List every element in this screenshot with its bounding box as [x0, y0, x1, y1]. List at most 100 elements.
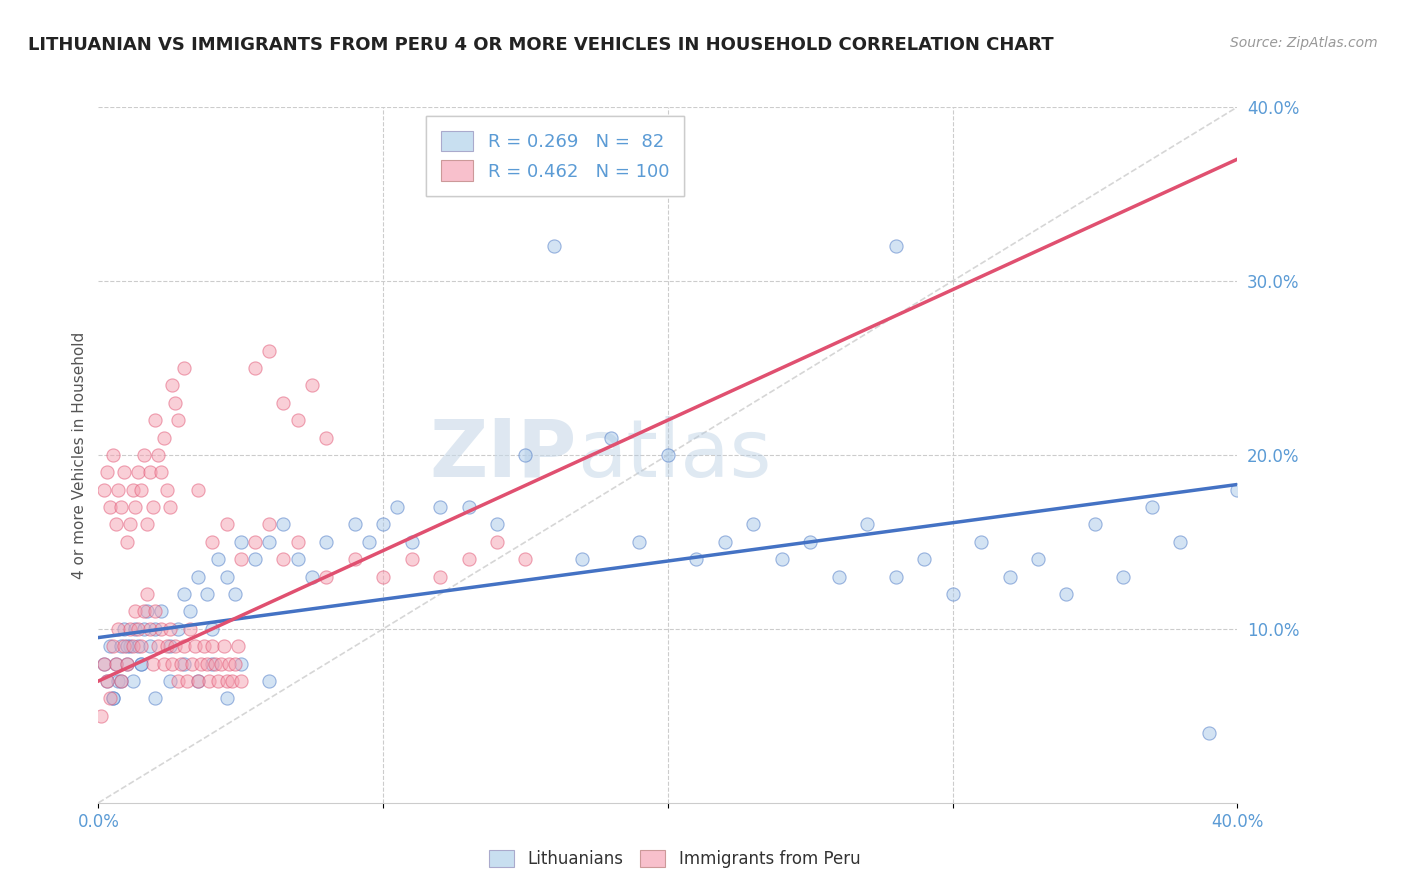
Point: [181, 657, 204, 671]
Point: [101, 691, 124, 706]
Point: [145, 691, 167, 706]
Point: [115, 534, 138, 549]
Legend: Lithuanians, Immigrants from Peru: Lithuanians, Immigrants from Peru: [482, 843, 868, 875]
Point: [167, 413, 190, 427]
Point: [259, 517, 281, 532]
Point: [1084, 517, 1107, 532]
Point: [273, 395, 295, 409]
Point: [118, 639, 141, 653]
Point: [173, 360, 195, 375]
Point: [135, 605, 157, 619]
Point: [96, 674, 118, 689]
Point: [215, 691, 238, 706]
Point: [127, 466, 149, 480]
Point: [273, 552, 295, 566]
Point: [118, 622, 141, 636]
Point: [201, 622, 224, 636]
Point: [115, 657, 138, 671]
Point: [145, 413, 167, 427]
Point: [115, 657, 138, 671]
Point: [121, 639, 143, 653]
Point: [387, 500, 409, 514]
Point: [124, 605, 146, 619]
Point: [1170, 534, 1192, 549]
Point: [856, 517, 879, 532]
Point: [243, 552, 266, 566]
Point: [162, 657, 184, 671]
Point: [273, 517, 295, 532]
Point: [176, 674, 198, 689]
Point: [657, 448, 679, 462]
Point: [301, 570, 323, 584]
Point: [124, 500, 146, 514]
Point: [287, 413, 309, 427]
Point: [96, 674, 118, 689]
Point: [112, 466, 135, 480]
Point: [107, 622, 129, 636]
Point: [127, 639, 149, 653]
Point: [215, 570, 238, 584]
Point: [159, 639, 181, 653]
Point: [104, 517, 127, 532]
Point: [190, 657, 212, 671]
Point: [287, 534, 309, 549]
Point: [218, 657, 240, 671]
Point: [132, 448, 155, 462]
Point: [259, 674, 281, 689]
Point: [148, 639, 170, 653]
Point: [167, 674, 190, 689]
Text: Source: ZipAtlas.com: Source: ZipAtlas.com: [1230, 36, 1378, 50]
Point: [150, 605, 173, 619]
Y-axis label: 4 or more Vehicles in Household: 4 or more Vehicles in Household: [72, 331, 87, 579]
Point: [315, 534, 337, 549]
Point: [212, 639, 235, 653]
Point: [1112, 570, 1135, 584]
Point: [301, 378, 323, 392]
Point: [145, 605, 167, 619]
Point: [429, 500, 451, 514]
Point: [138, 622, 160, 636]
Point: [124, 622, 146, 636]
Point: [150, 622, 173, 636]
Point: [165, 395, 187, 409]
Point: [884, 239, 907, 253]
Point: [179, 622, 201, 636]
Point: [170, 657, 193, 671]
Point: [101, 691, 124, 706]
Point: [1198, 726, 1220, 740]
Point: [201, 534, 224, 549]
Point: [156, 639, 179, 653]
Point: [156, 483, 179, 497]
Point: [110, 674, 132, 689]
Point: [179, 605, 201, 619]
Point: [104, 657, 127, 671]
Point: [457, 500, 479, 514]
Point: [515, 552, 537, 566]
Text: atlas: atlas: [576, 416, 770, 494]
Point: [543, 239, 565, 253]
Point: [884, 570, 907, 584]
Point: [159, 500, 181, 514]
Point: [1226, 483, 1249, 497]
Point: [799, 534, 821, 549]
Point: [93, 657, 115, 671]
Point: [243, 534, 266, 549]
Point: [195, 587, 218, 601]
Point: [229, 674, 252, 689]
Point: [229, 534, 252, 549]
Point: [165, 639, 187, 653]
Point: [90, 708, 112, 723]
Point: [112, 639, 135, 653]
Point: [193, 639, 215, 653]
Point: [486, 517, 509, 532]
Point: [401, 534, 423, 549]
Point: [912, 552, 935, 566]
Point: [101, 448, 124, 462]
Point: [1140, 500, 1163, 514]
Point: [195, 657, 218, 671]
Point: [167, 622, 190, 636]
Point: [145, 622, 167, 636]
Point: [138, 639, 160, 653]
Point: [101, 639, 124, 653]
Point: [207, 674, 229, 689]
